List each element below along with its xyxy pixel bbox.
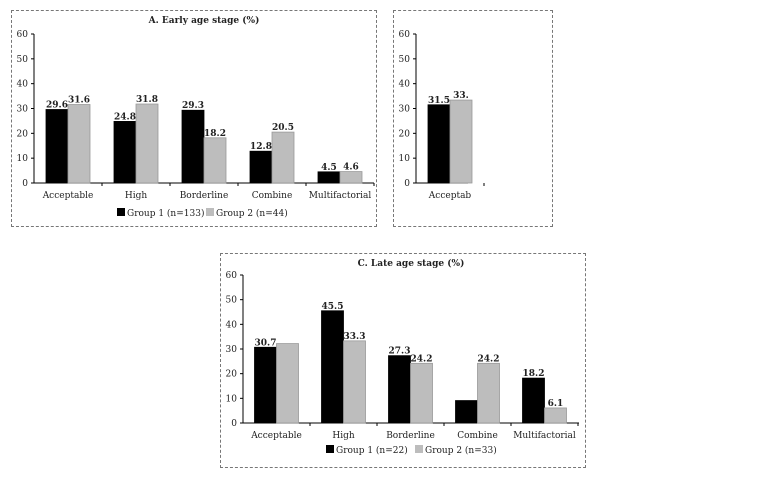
bar-2 [276,343,299,424]
data-label: 24.2 [411,354,433,364]
y-tick-label: 60 [399,30,411,40]
x-tick-label: Borderline [386,431,435,441]
data-label: 31.5 [428,96,450,106]
chart-title: A. Early age stage (%) [148,15,260,26]
data-label: 29.3 [182,101,204,111]
bar-2 [67,104,91,184]
y-tick-label: 10 [226,394,238,404]
data-label: 31.8 [136,95,158,105]
bar-1 [181,109,205,184]
data-label: 4.5 [321,163,337,173]
bar-2 [477,362,500,424]
data-label: 12.8 [250,142,272,152]
bar-1 [427,104,451,184]
data-label: 45.5 [322,302,344,312]
x-tick-label: High [332,431,354,441]
y-tick-label: 40 [226,320,238,330]
bar-2 [449,99,473,184]
x-tick-label: Combine [252,191,293,201]
data-label: 30.7 [255,338,277,348]
chart-a: A. Early age stage (%) 0 10 20 30 40 50 60 Accep… [17,15,375,219]
legend-label-1: Group 1 (n=133) [127,208,204,219]
data-label: 33.3 [344,332,366,342]
legend-swatch-1 [117,208,125,216]
bar-1 [317,171,341,184]
bar-2 [203,137,227,184]
x-tick-label: Acceptable [250,431,302,441]
x-tick-label: Acceptable [42,191,94,201]
y-tick-label: 30 [226,345,238,355]
data-label: 31.6 [68,96,90,106]
x-tick-label: Acceptab [428,191,472,201]
y-tick-label: 0 [22,179,28,189]
panel-b: 0 10 20 30 40 50 60 Acceptab 31.5 33. [393,10,553,227]
x-tick-label: Multifactorial [309,191,372,201]
panel-a: A. Early age stage (%) 0 10 20 30 40 50 60 Accep… [11,10,377,227]
bar-1 [249,150,273,184]
legend-label-2: Group 2 (n=44) [216,208,288,219]
x-tick-label: Combine [457,431,498,441]
x-tick-label: High [125,191,147,201]
y-tick-label: 20 [226,370,238,380]
chart-c: C. Late age stage (%) 0 10 20 30 40 50 60 Accept… [226,258,579,456]
data-label: 20.5 [272,123,294,133]
bar-2 [135,103,159,184]
y-tick-label: 60 [17,30,29,40]
panel-c: C. Late age stage (%) 0 10 20 30 40 50 60 Accept… [220,253,586,468]
bar-1 [522,377,545,424]
x-tick-label: Multifactorial [513,431,576,441]
legend-swatch-2 [415,445,423,453]
y-tick-label: 50 [17,55,29,65]
x-tick-label: Borderline [180,191,229,201]
bar-1 [321,310,344,424]
chart-b: 0 10 20 30 40 50 60 Acceptab 31.5 33. [399,30,485,201]
y-tick-label: 50 [226,296,238,306]
data-label: 24.2 [478,354,500,364]
y-tick-label: 10 [17,154,29,164]
y-tick-label: 10 [399,154,411,164]
data-label: 27.3 [389,347,411,357]
data-label: 24.8 [114,112,136,122]
y-tick-label: 20 [399,129,411,139]
bar-2 [544,407,567,424]
data-label: 29.6 [46,100,68,110]
y-tick-label: 60 [226,271,238,281]
data-label: 33. [453,91,469,101]
y-tick-label: 0 [404,179,410,189]
bar-1 [113,121,137,184]
legend-label-1: Group 1 (n=22) [336,445,408,456]
data-label: 18.2 [523,369,545,379]
bar-1 [388,355,411,424]
y-tick-label: 50 [399,55,411,65]
y-tick-label: 40 [17,80,29,90]
y-tick-label: 0 [231,419,237,429]
legend-swatch-1 [326,445,334,453]
bar-2 [339,171,363,184]
bar-1 [455,400,478,424]
legend-label-2: Group 2 (n=33) [425,445,497,456]
legend-swatch-2 [206,208,214,216]
y-tick-label: 20 [17,129,29,139]
bar-2 [410,362,433,424]
y-tick-label: 30 [399,105,411,115]
y-tick-label: 40 [399,80,411,90]
bar-1 [254,346,277,424]
data-label: 4.6 [343,163,359,173]
data-label: 18.2 [204,129,226,139]
bar-1 [45,109,69,184]
chart-title: C. Late age stage (%) [358,258,465,269]
data-label: 6.1 [548,399,564,409]
bar-2 [271,131,295,184]
y-tick-label: 30 [17,105,29,115]
bar-2 [343,340,366,424]
